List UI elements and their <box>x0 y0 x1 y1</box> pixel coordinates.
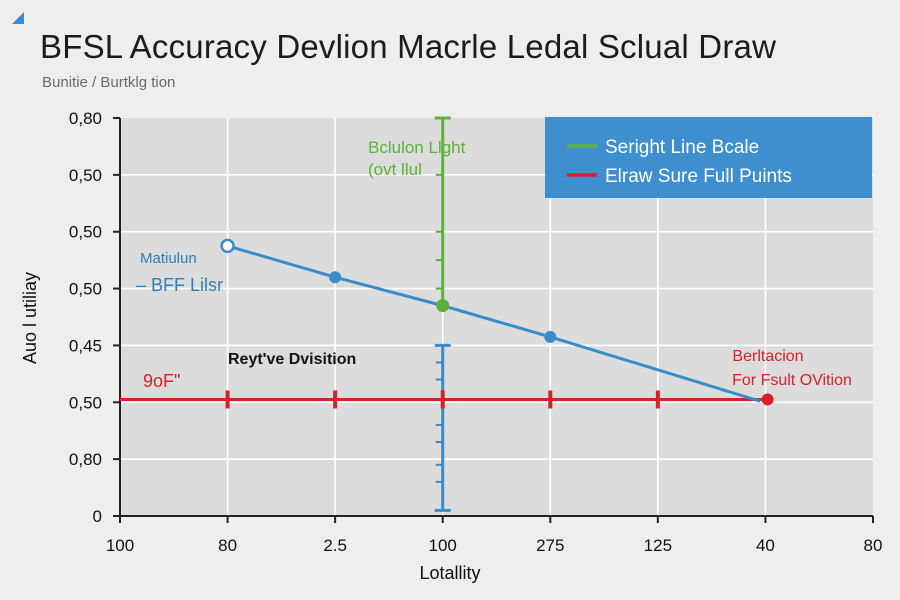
y-tick-label: 0,50 <box>69 166 102 185</box>
blue-annotation-label: – BFF Lilsr <box>136 275 223 295</box>
x-tick-label: 100 <box>429 536 457 555</box>
y-tick-label: 0,45 <box>69 336 102 355</box>
red-end-point <box>761 393 774 406</box>
red-left-annotation: 9oF" <box>143 371 180 391</box>
x-tick-labels: 100 80 2.5 100 275 125 40 80 <box>106 536 883 555</box>
legend: Seright Line Bcale Elraw Sure Full Puints <box>545 117 872 198</box>
green-annotation-subtitle: (ovt llul <box>368 160 422 179</box>
legend-label: Seright Line Bcale <box>605 137 759 158</box>
corner-triangle-icon <box>12 12 24 24</box>
annotation-layer: Bclulon Llght (ovt llul Matiulun – BFF Lils… <box>136 138 852 391</box>
y-tick-label: 0,50 <box>69 223 102 242</box>
red-annotation-subtitle: For Fsult OVition <box>732 372 852 389</box>
legend-label: Elraw Sure Full Puints <box>605 166 792 187</box>
blue-data-point <box>329 271 342 284</box>
blue-annotation-title: Matiulun <box>140 250 197 267</box>
y-tick-label: 0,80 <box>69 109 102 128</box>
x-tick-label: 100 <box>106 536 134 555</box>
green-annotation-title: Bclulon Llght <box>368 138 466 157</box>
axes <box>113 117 874 523</box>
x-axis-title: Lotallity <box>419 563 480 583</box>
y-axis-title: Auo l utiliay <box>20 272 40 364</box>
green-data-point <box>436 299 450 313</box>
blue-data-point-open <box>220 238 235 254</box>
y-tick-label: 0 <box>93 507 102 526</box>
series-layer <box>120 116 774 512</box>
x-tick-label: 275 <box>536 536 564 555</box>
x-tick-label: 80 <box>218 536 237 555</box>
legend-box <box>545 117 872 198</box>
y-tick-label: 0,50 <box>69 280 102 299</box>
center-annotation: Reyt've Dvisition <box>228 351 356 368</box>
blue-data-point <box>544 330 557 343</box>
x-tick-label: 125 <box>644 536 672 555</box>
y-tick-label: 0,50 <box>69 393 102 412</box>
y-tick-labels: 0 0,80 0,50 0,45 0,50 0,50 0,50 0,80 <box>69 109 102 526</box>
y-tick-label: 0,80 <box>69 450 102 469</box>
x-tick-label: 80 <box>864 536 883 555</box>
x-tick-label: 2.5 <box>323 536 347 555</box>
chart-subtitle: Bunitie / Burtklg tion <box>42 74 176 91</box>
x-tick-label: 40 <box>756 536 775 555</box>
chart-title: BFSL Accuracy Devlion Macrle Ledal Sclua… <box>40 28 777 65</box>
red-annotation-title: Berltacion <box>732 348 803 365</box>
